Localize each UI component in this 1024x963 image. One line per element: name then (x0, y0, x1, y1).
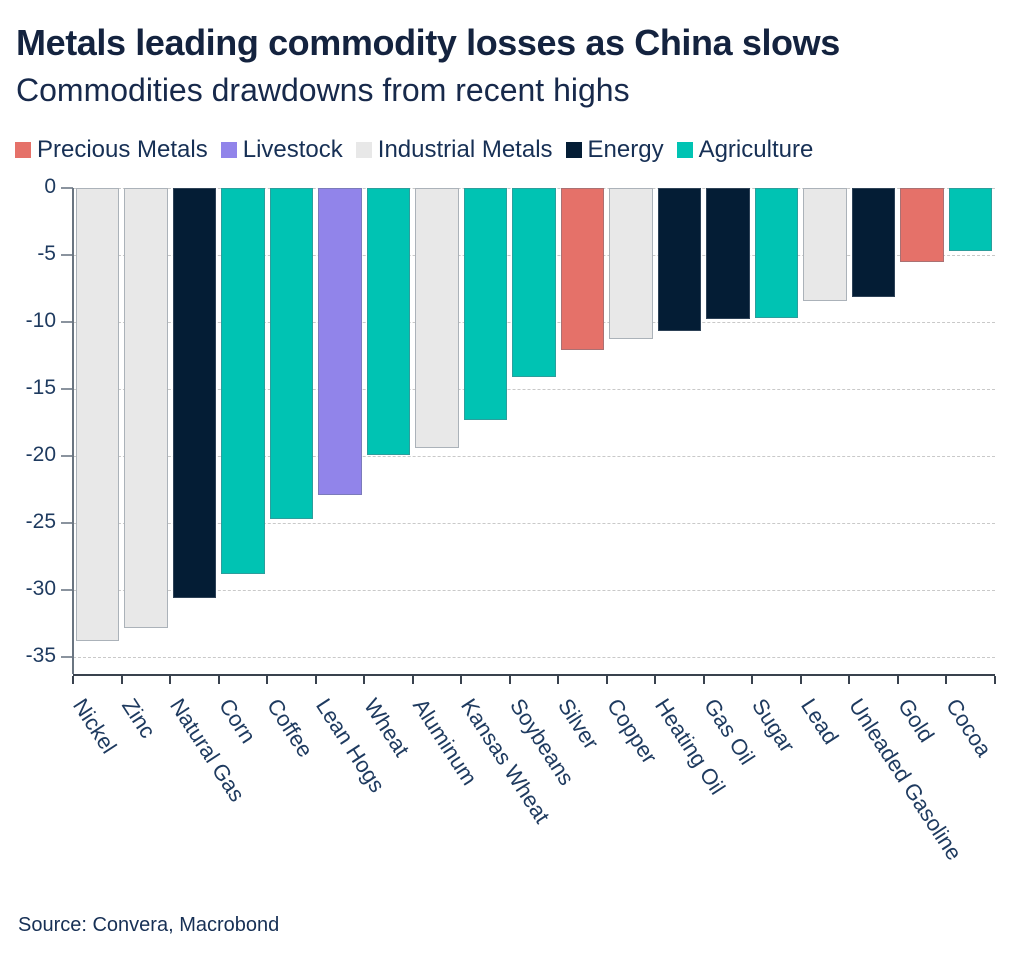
x-axis-tick (896, 676, 899, 684)
x-axis-label-silver: Silver (553, 694, 605, 754)
y-axis-tick (61, 522, 73, 524)
x-axis-tick (702, 676, 705, 684)
legend-swatch-agriculture (676, 142, 693, 158)
x-axis-tick (557, 676, 560, 684)
y-axis-tick-label: -25 (25, 510, 56, 533)
legend-item-livestock: Livestock (220, 136, 343, 164)
y-axis-line (72, 188, 74, 674)
x-axis-tick (314, 676, 317, 684)
x-axis-label-gold: Gold (892, 694, 940, 747)
gridline--25 (73, 523, 995, 524)
chart-subtitle: Commodities drawdowns from recent highs (16, 72, 630, 108)
y-axis-tick (61, 656, 73, 658)
bar-unleaded-gasoline (851, 188, 896, 297)
x-axis-tick (654, 676, 657, 684)
x-axis-tick (799, 676, 802, 684)
y-axis-tick-label: -35 (25, 644, 56, 667)
bar-lean-hogs (318, 188, 362, 495)
bar-corn (221, 188, 265, 574)
x-axis-label-nickel: Nickel (68, 694, 122, 758)
bar-sugar (754, 188, 799, 318)
y-axis-tick (61, 388, 73, 390)
gridline--20 (73, 456, 995, 457)
bar-nickel (75, 188, 120, 641)
y-axis-tick-label: -10 (25, 309, 56, 332)
legend-swatch-industrial-metals (355, 142, 372, 158)
x-axis-tick (411, 676, 414, 684)
bar-copper (609, 188, 653, 340)
y-axis-tick (61, 589, 73, 591)
x-axis-tick (508, 676, 511, 684)
x-axis-tick (994, 676, 996, 684)
bar-zinc (124, 188, 168, 628)
bar-lead (803, 188, 847, 301)
bar-heating-oil (657, 188, 702, 332)
x-axis-label-zinc: Zinc (116, 694, 161, 743)
chart-title: Metals leading commodity losses as China… (16, 22, 840, 63)
legend: Precious Metals Livestock Industrial Metal… (15, 136, 813, 164)
legend-label: Precious Metals (37, 136, 208, 163)
x-axis-tick (266, 676, 269, 684)
legend-item-energy: Energy (565, 136, 664, 164)
gridline--35 (73, 657, 995, 658)
legend-swatch-precious-metals (15, 142, 31, 158)
x-axis-tick (120, 676, 123, 684)
bar-gas-oil (706, 188, 750, 320)
gridline--15 (73, 389, 995, 390)
legend-label: Energy (587, 136, 664, 163)
bar-soybeans (512, 188, 556, 377)
x-axis-tick (945, 676, 948, 684)
bar-gold (900, 188, 944, 262)
bar-cocoa (948, 188, 993, 251)
x-axis-label-corn: Corn (213, 694, 261, 748)
y-axis-tick-label: -30 (25, 577, 56, 600)
x-axis-tick (460, 676, 463, 684)
y-axis-tick-label: 0 (44, 175, 56, 198)
x-axis-tick (605, 676, 608, 684)
legend-label: Livestock (242, 136, 343, 163)
y-axis-tick (61, 254, 73, 256)
bar-aluminum (415, 188, 459, 448)
source-note: Source: Convera, Macrobond (18, 914, 280, 936)
x-axis-label-lead: Lead (795, 694, 844, 749)
bar-natural-gas (172, 188, 217, 599)
legend-item-agriculture: Agriculture (676, 136, 814, 164)
y-axis-tick-label: -5 (37, 242, 56, 265)
legend-item-industrial-metals: Industrial Metals (355, 136, 553, 164)
bar-coffee (269, 188, 314, 519)
x-axis-tick (848, 676, 851, 684)
x-axis-tick (363, 676, 366, 684)
legend-swatch-energy (565, 142, 582, 158)
x-axis-tick (169, 676, 172, 684)
x-axis-label-coffee: Coffee (262, 694, 319, 762)
legend-item-precious-metals: Precious Metals (15, 136, 208, 164)
bar-silver (560, 188, 605, 351)
x-axis-tick (217, 676, 220, 684)
bar-wheat (366, 188, 411, 455)
legend-label: Industrial Metals (377, 136, 553, 163)
x-axis-line (73, 674, 995, 676)
x-axis-tick (72, 676, 74, 684)
y-axis-tick (61, 187, 73, 189)
x-axis-tick (751, 676, 754, 684)
y-axis-tick (61, 321, 73, 323)
bar-kansas-wheat (463, 188, 508, 420)
y-axis-tick-label: -20 (25, 443, 56, 466)
y-axis-tick-label: -15 (25, 376, 56, 399)
x-axis-label-cocoa: Cocoa (941, 694, 998, 761)
legend-label: Agriculture (698, 136, 814, 163)
legend-swatch-livestock (220, 142, 237, 158)
y-axis-tick (61, 455, 73, 457)
gridline--30 (73, 590, 995, 591)
